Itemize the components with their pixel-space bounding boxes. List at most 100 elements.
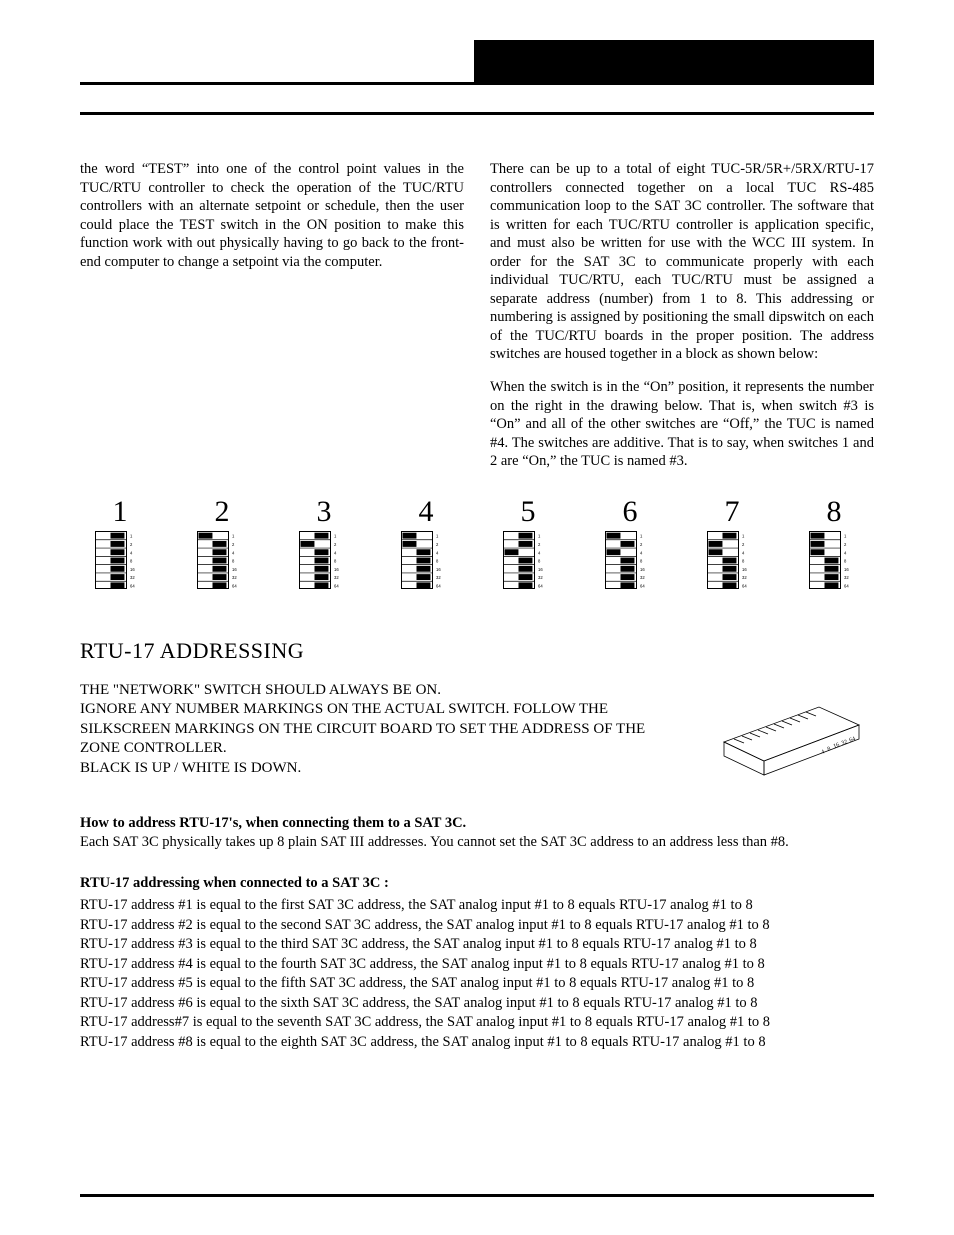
svg-text:4: 4 xyxy=(844,550,847,555)
dipswitch-number: 1 xyxy=(113,497,128,527)
howto-heading-1: How to address RTU-17's, when connecting… xyxy=(80,814,874,833)
svg-text:2: 2 xyxy=(232,542,235,547)
svg-text:2: 2 xyxy=(844,542,847,547)
svg-text:8: 8 xyxy=(232,558,235,563)
dipswitch-icon: 1 2 4 8 16 32 64 xyxy=(809,531,859,589)
svg-text:8: 8 xyxy=(538,558,541,563)
svg-text:2: 2 xyxy=(436,542,439,547)
svg-text:64: 64 xyxy=(849,736,857,744)
svg-text:32: 32 xyxy=(844,575,849,580)
svg-text:16: 16 xyxy=(742,567,747,572)
svg-text:64: 64 xyxy=(232,583,237,588)
svg-text:8: 8 xyxy=(742,558,745,563)
dipswitch-icon: 1248163264 xyxy=(605,531,655,589)
howto-paragraph-1: Each SAT 3C physically takes up 8 plain … xyxy=(80,833,874,852)
dipswitch-icon: 1 2 4 8 16 32 64 xyxy=(95,531,145,589)
note-line-1: THE "NETWORK" SWITCH SHOULD ALWAYS BE ON… xyxy=(80,681,664,701)
svg-text:64: 64 xyxy=(334,583,339,588)
note-block: THE "NETWORK" SWITCH SHOULD ALWAYS BE ON… xyxy=(80,681,664,779)
svg-text:8: 8 xyxy=(844,558,847,563)
dipswitch-block: 51248163264 xyxy=(498,497,558,589)
dipswitch-icon: 1248163264 xyxy=(401,531,451,589)
dipswitch-row: 1124816326421248163264312481632644124816… xyxy=(80,497,874,589)
svg-text:16: 16 xyxy=(232,567,237,572)
footer-rule xyxy=(80,1194,874,1197)
svg-text:16: 16 xyxy=(833,742,841,750)
svg-text:1: 1 xyxy=(640,533,643,538)
section-title: RTU-17 ADDRESSING xyxy=(80,637,874,665)
dipswitch-block: 61248163264 xyxy=(600,497,660,589)
svg-text:1: 1 xyxy=(232,533,235,538)
svg-text:1: 1 xyxy=(742,533,745,538)
svg-text:32: 32 xyxy=(742,575,747,580)
svg-text:32: 32 xyxy=(130,575,135,580)
svg-text:16: 16 xyxy=(130,567,135,572)
isometric-dipswitch-icon: 4 8 16 32 64 xyxy=(704,681,874,793)
dipswitch-number: 5 xyxy=(521,497,536,527)
svg-text:8: 8 xyxy=(334,558,337,563)
svg-text:64: 64 xyxy=(640,583,645,588)
svg-text:64: 64 xyxy=(742,583,747,588)
address-row: RTU-17 address#7 is equal to the seventh… xyxy=(80,1013,874,1032)
two-column-body: the word “TEST” into one of the control … xyxy=(80,160,874,485)
svg-text:4: 4 xyxy=(742,550,745,555)
svg-text:8: 8 xyxy=(436,558,439,563)
dipswitch-icon: 1 2 4 8 16 32 64 xyxy=(707,531,757,589)
svg-text:4: 4 xyxy=(130,550,133,555)
svg-text:64: 64 xyxy=(844,583,849,588)
dipswitch-number: 6 xyxy=(623,497,638,527)
svg-text:2: 2 xyxy=(742,542,745,547)
svg-text:1: 1 xyxy=(334,533,337,538)
dipswitch-block: 8 1 2 4 8 16 32 64 xyxy=(804,497,864,589)
dipswitch-number: 4 xyxy=(419,497,434,527)
dipswitch-block: 7 1 2 4 8 16 32 64 xyxy=(702,497,762,589)
address-row: RTU-17 address #2 is equal to the second… xyxy=(80,916,874,935)
section-row: THE "NETWORK" SWITCH SHOULD ALWAYS BE ON… xyxy=(80,681,874,793)
address-list: RTU-17 address #1 is equal to the first … xyxy=(80,896,874,1051)
svg-text:64: 64 xyxy=(436,583,441,588)
svg-text:4: 4 xyxy=(538,550,541,555)
svg-text:4: 4 xyxy=(334,550,337,555)
header-rule-thick xyxy=(80,82,874,85)
address-row: RTU-17 address #6 is equal to the sixth … xyxy=(80,994,874,1013)
dipswitch-block: 41248163264 xyxy=(396,497,456,589)
svg-text:32: 32 xyxy=(640,575,645,580)
svg-text:1: 1 xyxy=(130,533,133,538)
svg-text:8: 8 xyxy=(130,558,133,563)
dipswitch-number: 7 xyxy=(725,497,740,527)
dipswitch-number: 8 xyxy=(827,497,842,527)
left-paragraph-1: the word “TEST” into one of the control … xyxy=(80,160,464,271)
header-rule-thin xyxy=(80,112,874,115)
svg-text:1: 1 xyxy=(538,533,541,538)
note-line-3: BLACK IS UP / WHITE IS DOWN. xyxy=(80,759,664,779)
svg-text:32: 32 xyxy=(334,575,339,580)
right-paragraph-1: There can be up to a total of eight TUC-… xyxy=(490,160,874,364)
addressing-section: RTU-17 ADDRESSING THE "NETWORK" SWITCH S… xyxy=(80,637,874,1052)
svg-text:2: 2 xyxy=(640,542,643,547)
dipswitch-number: 2 xyxy=(215,497,230,527)
svg-text:32: 32 xyxy=(538,575,543,580)
svg-text:16: 16 xyxy=(640,567,645,572)
svg-text:1: 1 xyxy=(436,533,439,538)
header-bar xyxy=(80,40,874,110)
header-black-box xyxy=(474,40,874,82)
svg-text:2: 2 xyxy=(334,542,337,547)
svg-text:8: 8 xyxy=(640,558,643,563)
svg-text:2: 2 xyxy=(130,542,133,547)
address-row: RTU-17 address #8 is equal to the eighth… xyxy=(80,1033,874,1052)
svg-text:64: 64 xyxy=(538,583,543,588)
page: the word “TEST” into one of the control … xyxy=(0,0,954,1235)
svg-text:1: 1 xyxy=(844,533,847,538)
svg-text:2: 2 xyxy=(538,542,541,547)
dipswitch-icon: 1248163264 xyxy=(503,531,553,589)
svg-text:32: 32 xyxy=(841,739,849,747)
right-column: There can be up to a total of eight TUC-… xyxy=(490,160,874,485)
svg-text:4: 4 xyxy=(436,550,439,555)
dipswitch-icon: 1248163264 xyxy=(299,531,349,589)
svg-text:16: 16 xyxy=(844,567,849,572)
svg-text:4: 4 xyxy=(232,550,235,555)
address-row: RTU-17 address #5 is equal to the fifth … xyxy=(80,974,874,993)
address-row: RTU-17 address #4 is equal to the fourth… xyxy=(80,955,874,974)
note-line-2: IGNORE ANY NUMBER MARKINGS ON THE ACTUAL… xyxy=(80,700,664,759)
svg-text:64: 64 xyxy=(130,583,135,588)
